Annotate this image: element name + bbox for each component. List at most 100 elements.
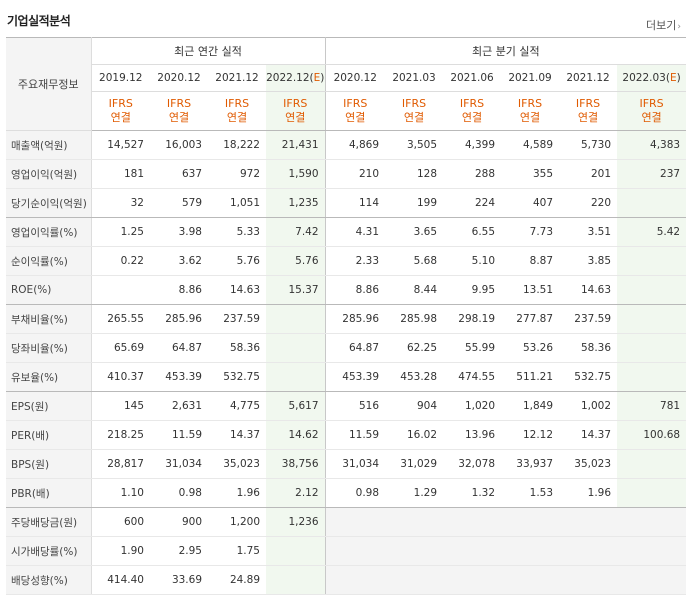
value-cell <box>559 536 618 566</box>
value-cell: 4,775 <box>208 391 266 421</box>
value-cell: 14.37 <box>559 420 618 450</box>
table-row: 부채비율(%) 265.55 285.96 237.59 285.96 285.98 298… <box>6 304 687 334</box>
value-cell <box>443 536 502 566</box>
value-cell: 0.22 <box>91 246 150 276</box>
value-cell: 33,937 <box>501 449 560 479</box>
value-cell: 265.55 <box>91 304 150 334</box>
value-cell: 277.87 <box>501 304 560 334</box>
value-cell: 31,029 <box>385 449 444 479</box>
value-cell <box>617 449 687 479</box>
value-cell: 11.59 <box>325 420 386 450</box>
value-cell: 532.75 <box>559 362 618 392</box>
table-row: 영업이익(억원) 181 637 972 1,590 210 128 288 355 201 237 <box>6 159 687 189</box>
row-label: PER(배) <box>6 420 92 450</box>
row-label: PBR(배) <box>6 478 92 508</box>
quarter-group-header: 최근 분기 실적 <box>325 37 687 65</box>
value-cell: 9.95 <box>443 275 502 305</box>
value-cell: 1,002 <box>559 391 618 421</box>
value-cell: 18,222 <box>208 130 266 160</box>
value-cell: 237.59 <box>559 304 618 334</box>
value-cell: 100.68 <box>617 420 687 450</box>
table-row: 당기순이익(억원) 32 579 1,051 1,235 114 199 224 407 220 <box>6 188 687 218</box>
value-cell: 14.63 <box>208 275 266 305</box>
period-header: 2021.06 <box>443 64 502 92</box>
ifrs-basis-header: IFRS 연결 <box>150 91 208 131</box>
value-cell: 114 <box>325 188 386 218</box>
value-cell <box>559 507 618 537</box>
value-cell: 7.42 <box>266 217 326 247</box>
value-cell <box>325 565 386 595</box>
value-cell: 1.53 <box>501 478 560 508</box>
value-cell: 1.25 <box>91 217 150 247</box>
ifrs-header-row: IFRS 연결 IFRS 연결 IFRS 연결 IFRS 연결 IFRS 연결 IFRS 연결 IFRS… <box>6 91 687 131</box>
row-label: 당기순이익(억원) <box>6 188 92 218</box>
value-cell: 14.63 <box>559 275 618 305</box>
value-cell: 13.96 <box>443 420 502 450</box>
value-cell: 8.44 <box>385 275 444 305</box>
value-cell <box>617 507 687 537</box>
value-cell <box>617 188 687 218</box>
value-cell: 453.39 <box>325 362 386 392</box>
value-cell: 53.26 <box>501 333 560 363</box>
value-cell: 5,730 <box>559 130 618 160</box>
table-row: ROE(%) 8.86 14.63 15.37 8.86 8.44 9.95 13.51 14.… <box>6 275 687 305</box>
more-link[interactable]: 더보기› <box>646 17 681 33</box>
value-cell <box>617 275 687 305</box>
value-cell: 64.87 <box>150 333 208 363</box>
value-cell <box>617 333 687 363</box>
value-cell: 13.51 <box>501 275 560 305</box>
value-cell: 2.12 <box>266 478 326 508</box>
value-cell: 1,236 <box>266 507 326 537</box>
value-cell <box>266 333 326 363</box>
value-cell: 781 <box>617 391 687 421</box>
value-cell <box>266 362 326 392</box>
value-cell: 0.98 <box>325 478 386 508</box>
value-cell <box>617 565 687 595</box>
value-cell: 474.55 <box>443 362 502 392</box>
value-cell: 35,023 <box>208 449 266 479</box>
value-cell: 14,527 <box>91 130 150 160</box>
value-cell: 28,817 <box>91 449 150 479</box>
period-header: 2020.12 <box>325 64 386 92</box>
value-cell: 3.51 <box>559 217 618 247</box>
row-label: EPS(원) <box>6 391 92 421</box>
value-cell: 1,849 <box>501 391 560 421</box>
value-cell <box>501 536 560 566</box>
value-cell: 410.37 <box>91 362 150 392</box>
value-cell: 5.33 <box>208 217 266 247</box>
ifrs-basis-header: IFRS 연결 <box>208 91 266 131</box>
value-cell: 7.73 <box>501 217 560 247</box>
row-label: 당좌비율(%) <box>6 333 92 363</box>
value-cell: 285.96 <box>150 304 208 334</box>
value-cell: 900 <box>150 507 208 537</box>
value-cell: 4,399 <box>443 130 502 160</box>
value-cell: 24.89 <box>208 565 266 595</box>
value-cell: 0.98 <box>150 478 208 508</box>
value-cell: 285.96 <box>325 304 386 334</box>
row-label: 매출액(억원) <box>6 130 92 160</box>
value-cell <box>559 565 618 595</box>
table-row: 시가배당률(%) 1.90 2.95 1.75 <box>6 536 687 566</box>
value-cell: 32,078 <box>443 449 502 479</box>
value-cell: 511.21 <box>501 362 560 392</box>
value-cell: 4,383 <box>617 130 687 160</box>
ifrs-basis-header: IFRS 연결 <box>501 91 560 131</box>
table-row: 유보율(%) 410.37 453.39 532.75 453.39 453.28 474.… <box>6 362 687 392</box>
value-cell: 21,431 <box>266 130 326 160</box>
value-cell: 2,631 <box>150 391 208 421</box>
value-cell: 453.28 <box>385 362 444 392</box>
value-cell: 224 <box>443 188 502 218</box>
value-cell: 55.99 <box>443 333 502 363</box>
value-cell: 637 <box>150 159 208 189</box>
value-cell: 12.12 <box>501 420 560 450</box>
table-row: 배당성향(%) 414.40 33.69 24.89 <box>6 565 687 595</box>
value-cell: 16.02 <box>385 420 444 450</box>
period-header: 2021.12 <box>208 64 266 92</box>
section-title: 기업실적분석 <box>7 14 71 28</box>
value-cell: 201 <box>559 159 618 189</box>
value-cell: 1.75 <box>208 536 266 566</box>
value-cell <box>501 565 560 595</box>
value-cell: 1,200 <box>208 507 266 537</box>
value-cell <box>266 536 326 566</box>
value-cell: 407 <box>501 188 560 218</box>
